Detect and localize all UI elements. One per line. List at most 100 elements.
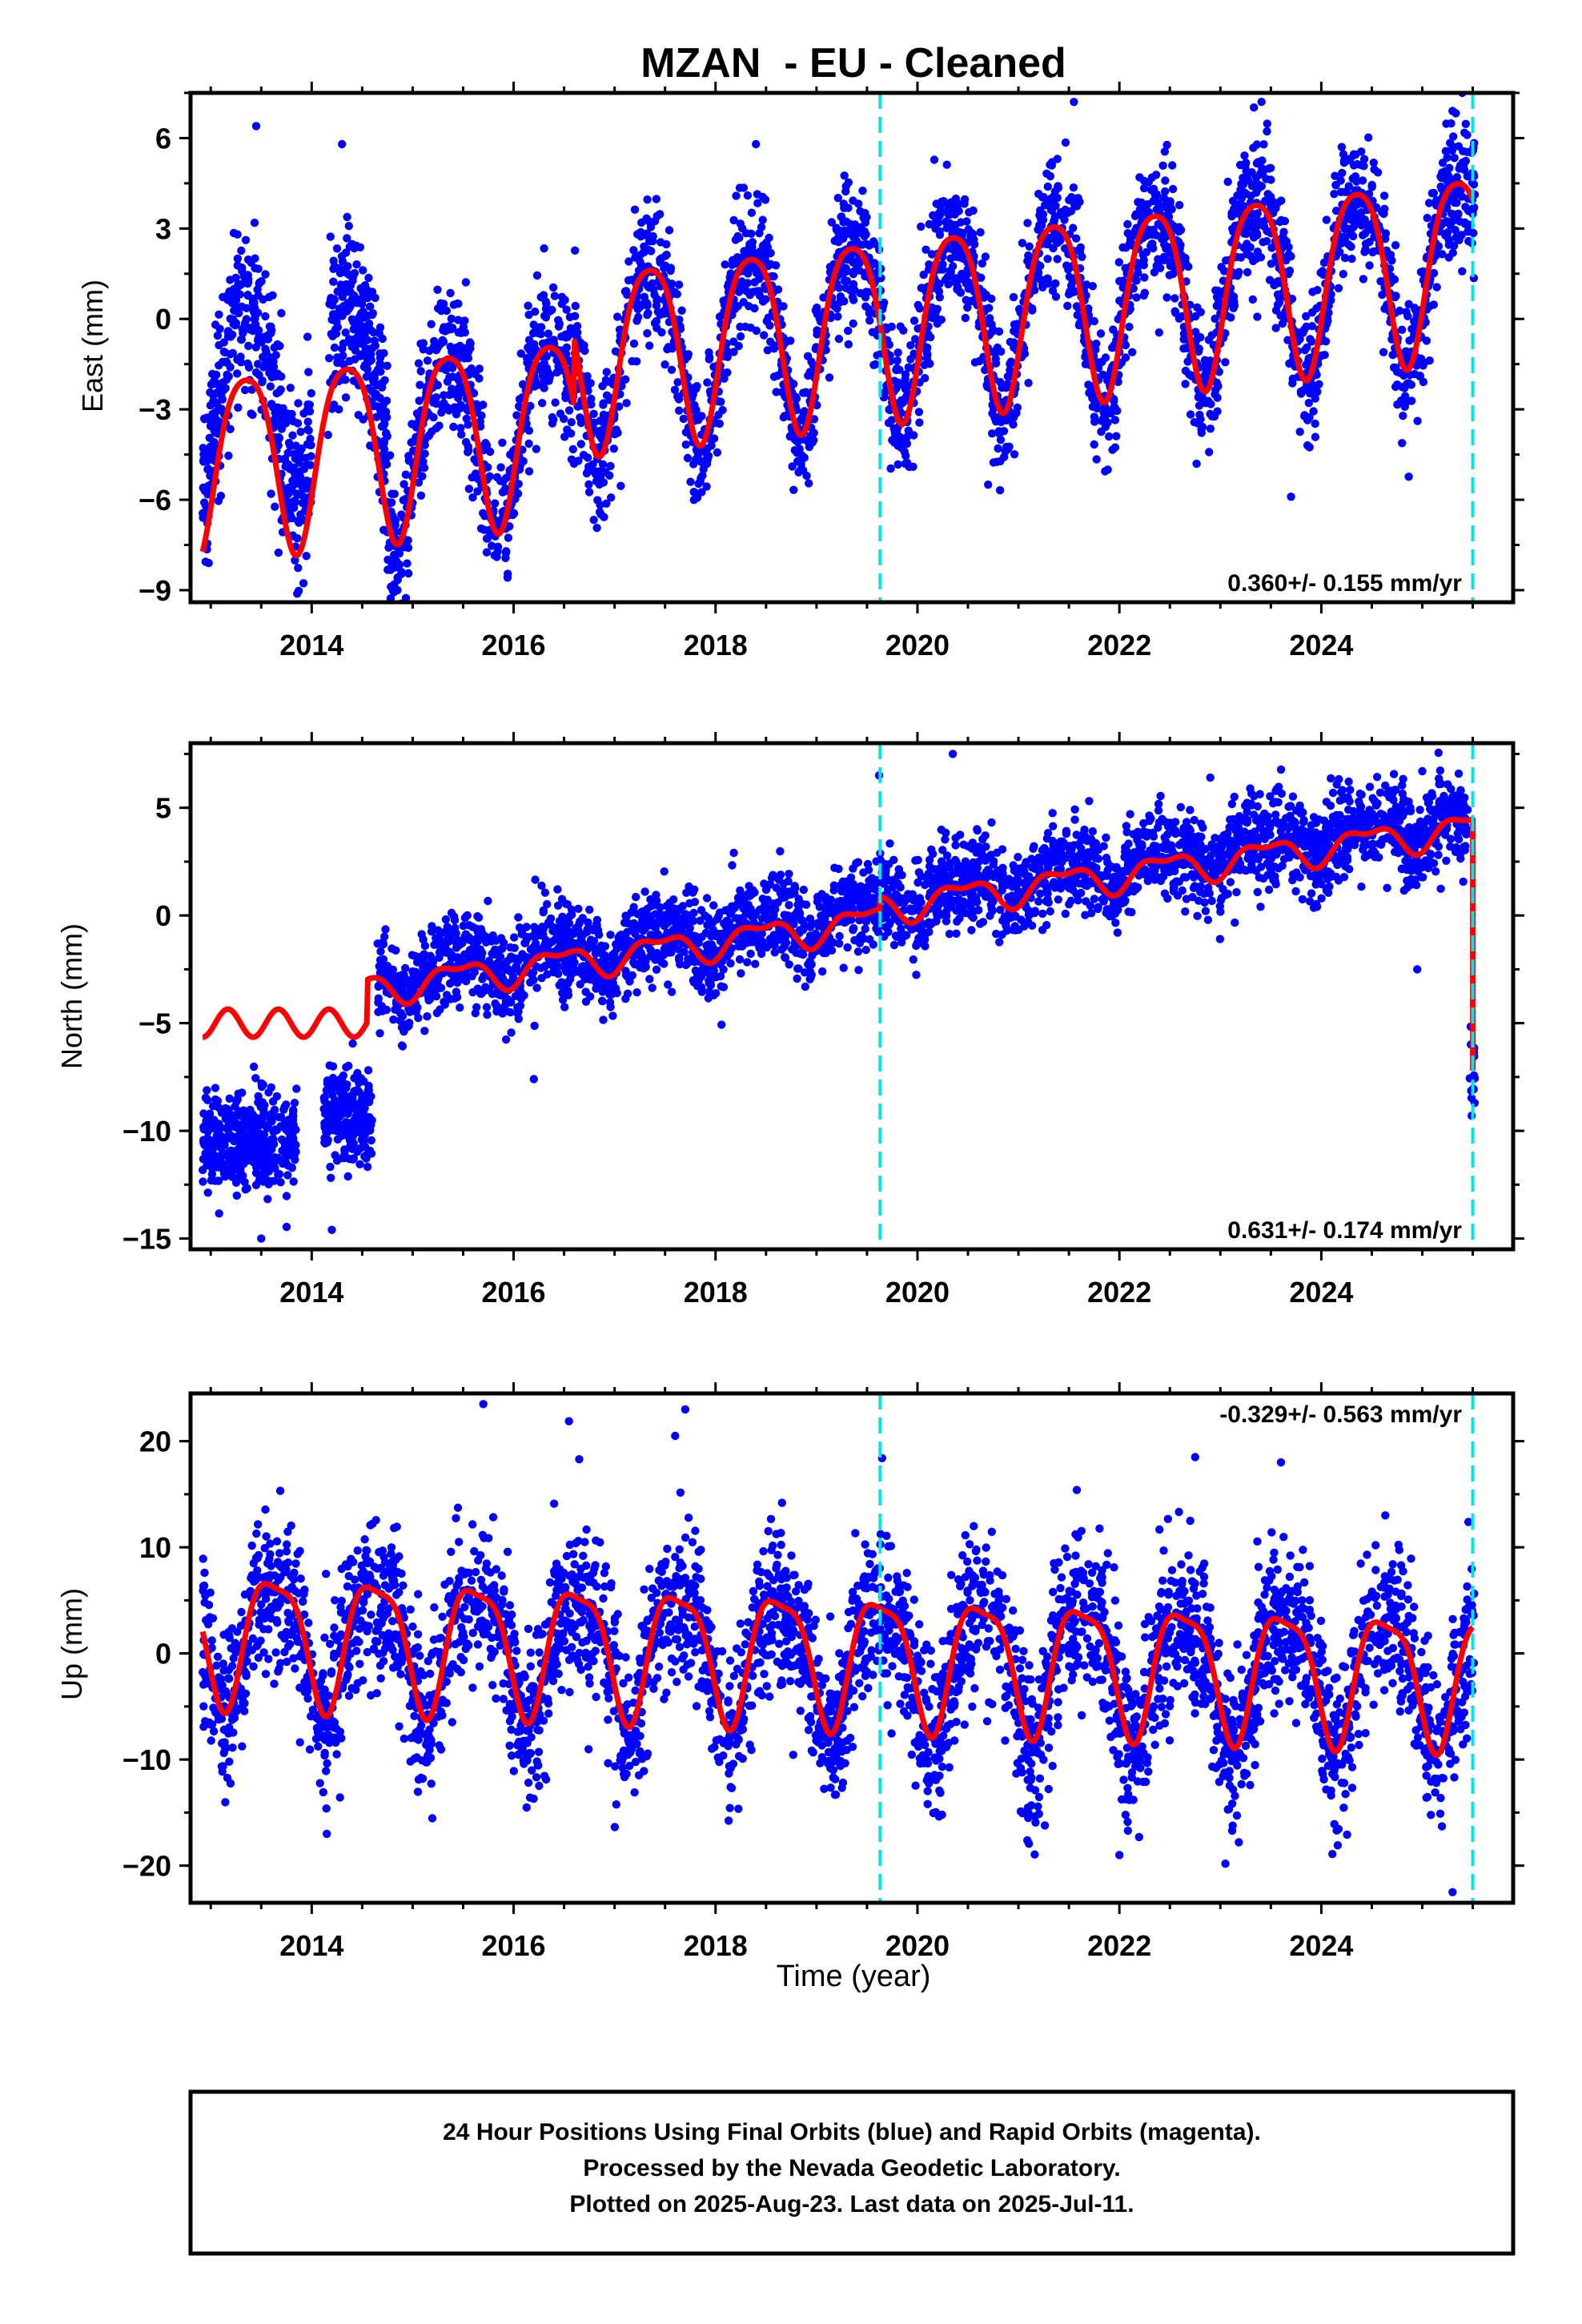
east-data-point [1398, 439, 1407, 448]
east-data-point [736, 332, 745, 341]
north-data-point [249, 1062, 259, 1072]
east-data-point [302, 552, 311, 561]
east-data-point [1322, 215, 1331, 224]
east-data-point [1391, 241, 1400, 250]
east-data-point [1338, 168, 1347, 178]
east-data-point [258, 376, 267, 385]
east-data-point [1108, 445, 1117, 454]
north-data-point [255, 1099, 263, 1108]
east-data-point [989, 458, 998, 467]
north-data-point [199, 1109, 208, 1118]
east-data-point [917, 222, 926, 231]
east-data-point [652, 295, 662, 304]
east-data-point [1339, 270, 1348, 279]
east-data-point [1247, 182, 1257, 191]
east-data-point [1009, 420, 1018, 429]
north-data-point [336, 1104, 345, 1112]
north-data-point [292, 1084, 301, 1093]
east-data-point [602, 368, 611, 376]
east-data-point [208, 409, 217, 419]
east-data-point [1081, 360, 1090, 368]
east-data-point [343, 234, 351, 243]
east-data-point [1113, 406, 1122, 416]
east-data-point [849, 319, 857, 328]
east-x-tick-label: 2016 [481, 629, 545, 661]
east-data-point [1239, 243, 1248, 252]
east-data-point [535, 323, 544, 332]
east-data-point [1446, 139, 1455, 147]
east-data-point [224, 327, 233, 336]
north-data-point [263, 1195, 272, 1204]
east-data-point [987, 328, 997, 336]
east-data-point [323, 430, 332, 440]
east-data-point [981, 252, 990, 261]
east-data-point [555, 320, 564, 328]
east-data-point [923, 350, 932, 360]
east-data-point [1279, 227, 1288, 236]
east-data-point [1277, 215, 1286, 225]
east-data-point [326, 296, 335, 305]
north-data-point [242, 1131, 251, 1140]
east-data-point [571, 301, 580, 311]
east-data-point [271, 420, 280, 430]
east-data-point [988, 348, 997, 356]
east-data-point [1230, 297, 1239, 306]
east-data-point [224, 451, 233, 460]
north-data-point [353, 1120, 362, 1129]
east-data-point [485, 447, 495, 456]
east-data-point [1263, 119, 1272, 128]
east-data-point [1161, 187, 1170, 196]
east-data-point [1404, 300, 1413, 308]
east-data-point [615, 402, 624, 411]
east-data-point [737, 277, 746, 286]
north-data-point [365, 1146, 375, 1156]
east-data-point [351, 320, 359, 328]
east-data-point [460, 328, 469, 337]
east-data-point [288, 431, 297, 440]
east-data-point [214, 497, 223, 505]
east-data-point [963, 303, 972, 312]
east-data-point [709, 434, 719, 443]
east-data-point [1228, 196, 1238, 206]
east-data-point [851, 259, 860, 268]
east-data-point [548, 283, 558, 292]
east-data-point [677, 306, 686, 315]
east-data-point [632, 357, 641, 366]
east-data-point [240, 319, 250, 328]
east-data-point [257, 277, 266, 286]
east-data-point [1416, 267, 1426, 276]
east-data-point [240, 385, 250, 395]
north-data-point [235, 1112, 244, 1120]
east-data-point [935, 293, 945, 302]
north-data-point [232, 1097, 241, 1106]
east-data-point [809, 428, 818, 437]
east-data-point [366, 441, 375, 450]
east-data-point [273, 403, 283, 412]
east-data-point [997, 347, 1006, 356]
east-data-point [600, 412, 610, 421]
north-data-point [356, 1074, 366, 1083]
east-data-point [274, 548, 283, 557]
east-data-point [1088, 282, 1098, 291]
east-data-point [576, 440, 585, 448]
east-data-point [335, 405, 343, 414]
east-data-point [584, 488, 594, 497]
east-data-point [679, 414, 688, 424]
east-data-point [589, 409, 598, 418]
east-data-point [205, 433, 214, 442]
east-data-point [560, 432, 569, 441]
east-data-point [698, 471, 707, 480]
east-outlier-point [1070, 98, 1078, 107]
east-data-point [893, 460, 902, 469]
east-data-point [612, 312, 622, 321]
east-data-point [1296, 387, 1306, 396]
east-data-point [339, 265, 347, 275]
east-data-point [289, 476, 298, 486]
east-data-point [359, 415, 367, 424]
east-data-point [699, 464, 708, 474]
east-data-point [1174, 314, 1184, 323]
east-data-point [660, 263, 669, 273]
east-data-point [825, 373, 834, 382]
east-data-point [1205, 448, 1214, 456]
east-data-point [744, 269, 753, 278]
